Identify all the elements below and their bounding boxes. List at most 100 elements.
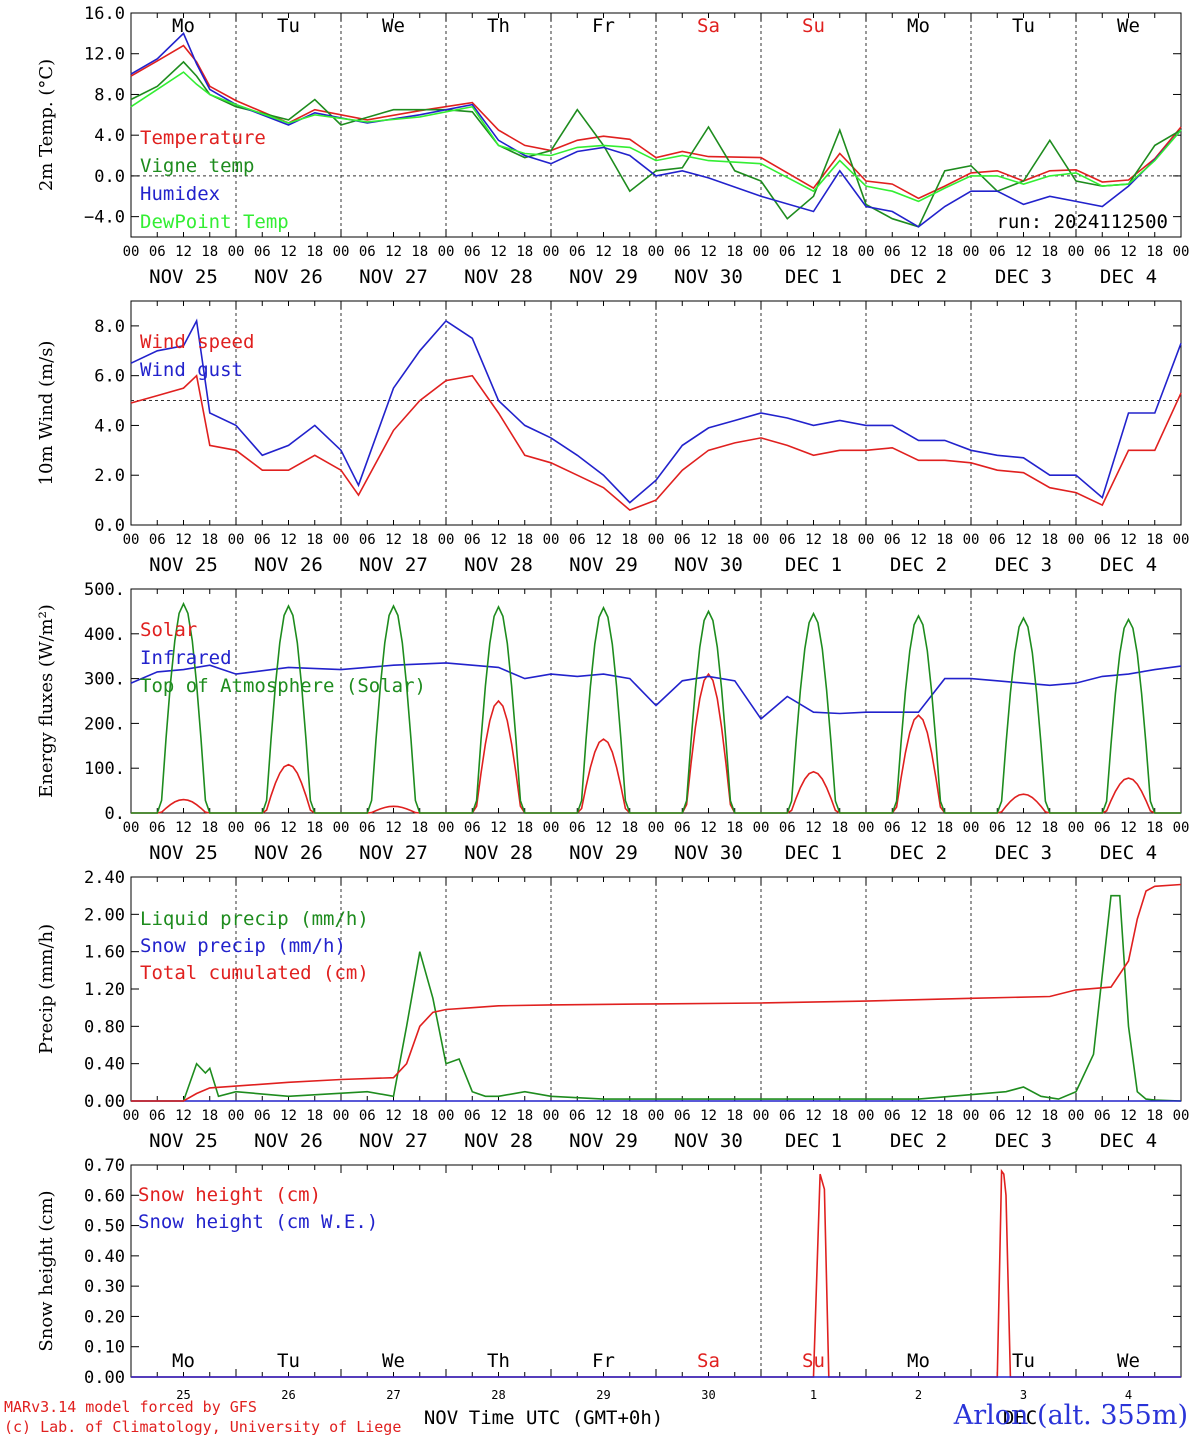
day-name: Tu [1012,1350,1035,1372]
hour-tick-label: 18 [516,1108,533,1124]
hour-tick-label: 12 [1120,532,1137,548]
hour-tick-label: 00 [963,1108,980,1124]
date-label: NOV 27 [359,554,428,576]
hour-tick-label: 06 [359,1108,376,1124]
hour-tick-label: 06 [254,1108,271,1124]
hour-tick-label: 06 [674,532,691,548]
date-label: NOV 27 [359,266,428,288]
date-label: DEC 2 [890,1130,947,1152]
series-line-humidex [130,32,1182,228]
y-tick-label: 0.80 [84,1017,125,1037]
day-name: We [382,1350,405,1372]
hour-tick-label: 12 [1120,244,1137,260]
hour-tick-label: 18 [411,532,428,548]
hour-tick-label: 00 [543,820,560,836]
hour-tick-label: 12 [490,1108,507,1124]
day-name: Sa [697,15,720,37]
hour-tick-label: 12 [805,532,822,548]
hour-tick-label: 18 [621,244,638,260]
date-label: NOV 29 [569,1130,638,1152]
hour-tick-label: 00 [333,532,350,548]
hour-tick-label: 18 [1146,244,1163,260]
hour-tick-label: 06 [674,1108,691,1124]
bottom-day-number: 1 [810,1388,817,1402]
hour-tick-label: 18 [936,1108,953,1124]
x-axis-label: Time UTC (GMT+0h) [469,1407,663,1429]
legend-entry: Wind speed [140,331,254,353]
day-name: We [1117,1350,1140,1372]
day-name: Su [802,1350,825,1372]
day-name: Su [802,15,825,37]
bottom-day-number: 2 [915,1388,922,1402]
lab-credit: (c) Lab. of Climatology, University of L… [4,1418,402,1436]
hour-tick-label: 00 [333,1108,350,1124]
y-tick-label: 0.0 [94,167,125,187]
hour-tick-label: 18 [306,1108,323,1124]
y-tick-label: 6.0 [94,367,125,387]
hour-tick-label: 00 [228,244,245,260]
hour-tick-label: 18 [1041,820,1058,836]
legend-entry: Humidex [140,183,220,205]
y-tick-label: 300. [84,670,125,690]
hour-tick-label: 00 [858,1108,875,1124]
hour-tick-label: 00 [228,820,245,836]
date-label: DEC 1 [785,1130,842,1152]
hour-tick-label: 06 [569,532,586,548]
hour-tick-label: 06 [149,532,166,548]
legend-entry: Wind gust [140,359,243,381]
hour-tick-label: 06 [359,532,376,548]
hour-tick-label: 18 [1041,244,1058,260]
hour-tick-label: 06 [1094,820,1111,836]
legend-entry: Snow height (cm W.E.) [138,1211,378,1233]
hour-tick-label: 18 [201,1108,218,1124]
series-line-dewpoint-temp [130,71,1182,203]
hour-tick-label: 12 [1015,244,1032,260]
hour-tick-label: 18 [516,532,533,548]
date-label: NOV 26 [254,266,323,288]
series-line-top-of-atmosphere-solar- [131,601,1181,814]
hour-tick-label: 18 [831,1108,848,1124]
day-name: Mo [907,1350,930,1372]
hour-tick-label: 00 [648,1108,665,1124]
date-label: NOV 25 [149,554,218,576]
bottom-day-number: 4 [1125,1388,1132,1402]
y-tick-label: 16.0 [84,4,125,24]
hour-tick-label: 06 [989,532,1006,548]
panel-5 [130,1164,1182,1378]
model-credit: MARv3.14 model forced by GFS [4,1398,257,1416]
date-label: DEC 1 [785,266,842,288]
hour-tick-label: 18 [411,244,428,260]
hour-tick-label: 12 [910,244,927,260]
hour-tick-label: 12 [175,532,192,548]
date-label: DEC 3 [995,842,1052,864]
hour-tick-label: 06 [254,820,271,836]
date-label: NOV 26 [254,1130,323,1152]
station-label: Arlon (alt. 355m) [953,1400,1188,1431]
series-line-wind-speed [130,374,1182,512]
hour-tick-label: 00 [438,1108,455,1124]
y-tick-label: 0.10 [84,1338,125,1358]
y-tick-label: 2.0 [94,466,125,486]
y-tick-label: 0.60 [84,1186,125,1206]
date-label: NOV 29 [569,266,638,288]
date-label: DEC 3 [995,266,1052,288]
bottom-day-number: 29 [596,1388,610,1402]
date-label: NOV 26 [254,554,323,576]
hour-tick-label: 12 [280,820,297,836]
hour-tick-label: 12 [700,244,717,260]
date-label: NOV 28 [464,266,533,288]
run-label: run: 2024112500 [996,211,1168,233]
y-axis-label: Precip (mm/h) [36,924,57,1054]
hour-tick-label: 18 [831,532,848,548]
hour-tick-label: 00 [1173,820,1190,836]
day-name: Th [487,15,510,37]
hour-tick-label: 12 [700,820,717,836]
date-label: DEC 4 [1100,266,1157,288]
hour-tick-label: 06 [989,244,1006,260]
bottom-day-number: 3 [1020,1388,1027,1402]
hour-tick-label: 06 [884,1108,901,1124]
hour-tick-label: 18 [1041,1108,1058,1124]
hour-tick-label: 06 [464,1108,481,1124]
hour-tick-label: 00 [1068,1108,1085,1124]
hour-tick-label: 18 [411,1108,428,1124]
